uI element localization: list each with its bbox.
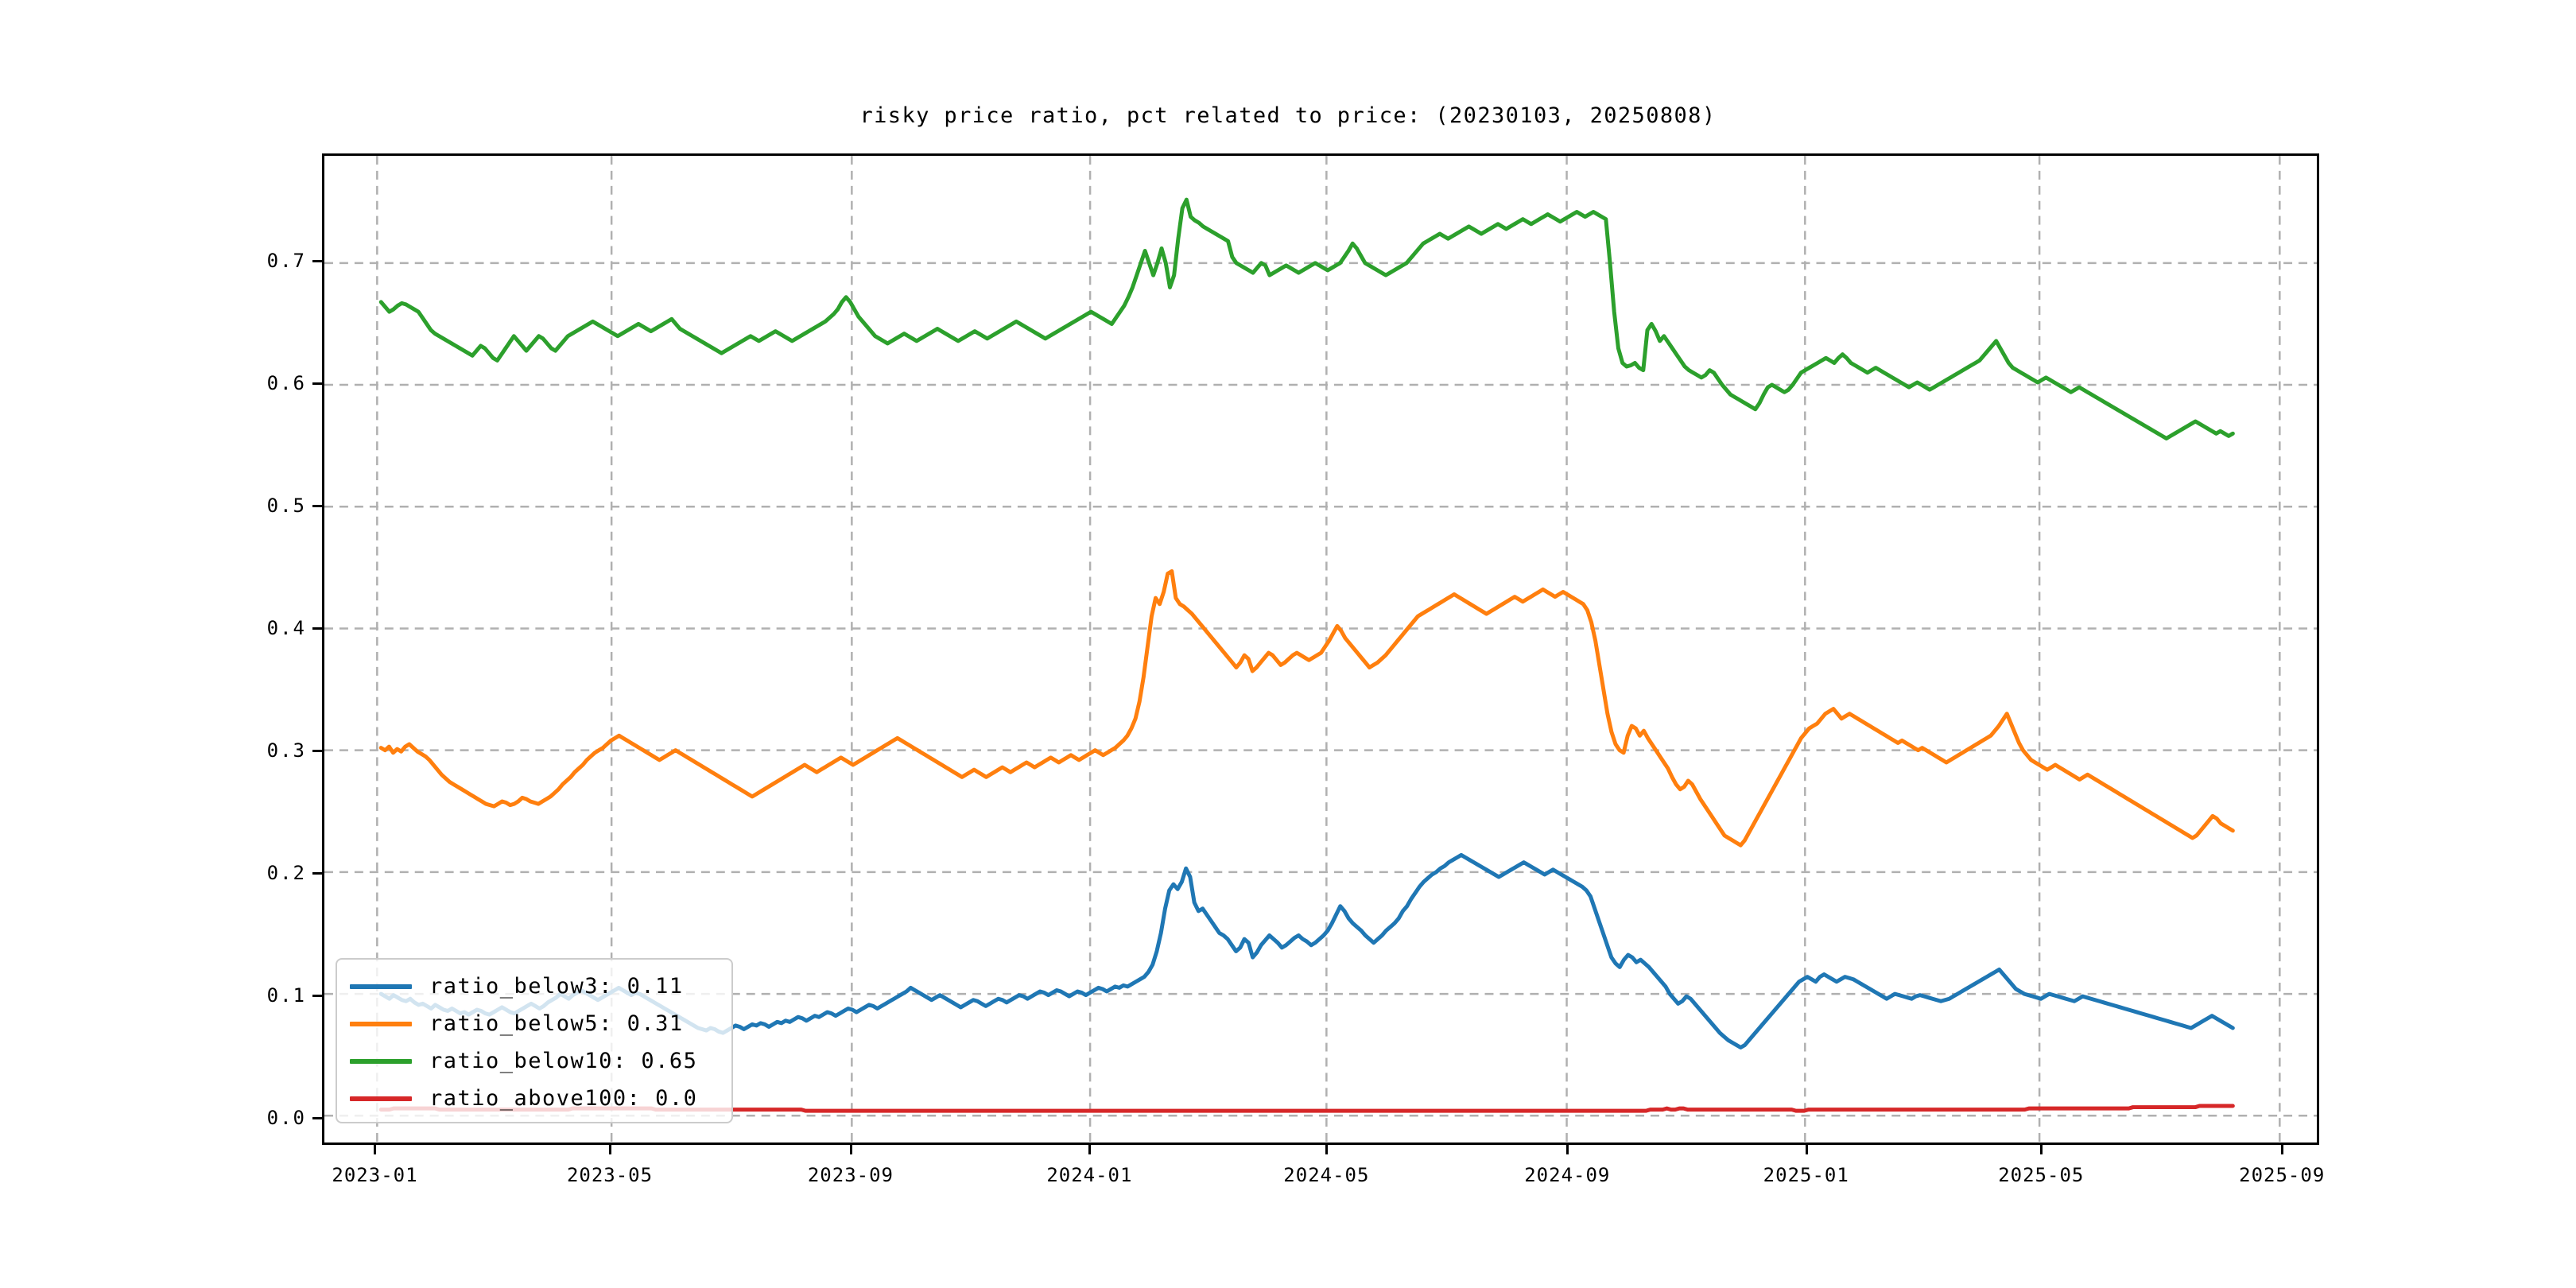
series-line-ratio_below5 <box>378 568 2235 848</box>
legend-swatch-ratio_above100 <box>350 1096 412 1101</box>
x-tick-mark <box>2040 1145 2043 1154</box>
x-tick-label: 2024-01 <box>1046 1164 1133 1186</box>
series-line-ratio_below10 <box>378 197 2235 440</box>
legend: ratio_below3: 0.11 ratio_below5: 0.31 rati… <box>336 958 733 1123</box>
y-tick-mark <box>312 1117 322 1120</box>
y-tick-mark <box>312 872 322 875</box>
x-tick-mark <box>609 1145 612 1154</box>
x-tick-mark <box>374 1145 377 1154</box>
y-tick-label: 0.5 <box>266 495 306 518</box>
y-tick-label: 0.7 <box>266 250 306 273</box>
legend-label-ratio_below3: ratio_below3: 0.11 <box>429 974 684 999</box>
y-tick-mark <box>312 995 322 998</box>
legend-swatch-ratio_below5 <box>350 1021 412 1026</box>
legend-swatch-ratio_below3 <box>350 983 412 989</box>
y-tick-mark <box>312 627 322 630</box>
x-tick-label: 2023-05 <box>566 1164 654 1186</box>
legend-label-ratio_below5: ratio_below5: 0.31 <box>429 1011 684 1036</box>
legend-label-ratio_below10: ratio_below10: 0.65 <box>429 1049 698 1073</box>
x-tick-label: 2025-05 <box>1998 1164 2085 1186</box>
x-tick-label: 2025-01 <box>1763 1164 1849 1186</box>
y-tick-mark <box>312 260 322 263</box>
legend-swatch-ratio_below10 <box>350 1058 412 1064</box>
legend-item-ratio_below10[interactable]: ratio_below10: 0.65 <box>337 1042 731 1080</box>
y-tick-label: 0.3 <box>266 739 306 762</box>
x-tick-label: 2024-09 <box>1524 1164 1611 1186</box>
x-tick-mark <box>1325 1145 1329 1154</box>
chart-title: risky price ratio, pct related to price:… <box>859 103 1717 128</box>
y-tick-label: 0.2 <box>266 862 306 885</box>
y-tick-label: 0.4 <box>266 617 306 640</box>
x-tick-mark <box>1805 1145 1808 1154</box>
legend-item-ratio_below5[interactable]: ratio_below5: 0.31 <box>337 1005 731 1042</box>
y-tick-mark <box>312 750 322 753</box>
x-tick-label: 2024-05 <box>1283 1164 1370 1186</box>
x-tick-label: 2023-09 <box>807 1164 894 1186</box>
y-tick-mark <box>312 382 322 386</box>
x-tick-mark <box>849 1145 852 1154</box>
legend-item-ratio_below3[interactable]: ratio_below3: 0.11 <box>337 968 731 1005</box>
x-tick-label: 2025-09 <box>2239 1164 2326 1186</box>
y-tick-label: 0.6 <box>266 372 306 395</box>
y-tick-label: 0.0 <box>266 1107 306 1130</box>
x-tick-mark <box>2281 1145 2284 1154</box>
x-tick-mark <box>1088 1145 1092 1154</box>
x-tick-label: 2023-01 <box>332 1164 418 1186</box>
legend-label-ratio_above100: ratio_above100: 0.0 <box>429 1086 698 1111</box>
y-tick-label: 0.1 <box>266 984 306 1007</box>
plot-area <box>322 153 2319 1145</box>
y-tick-mark <box>312 505 322 508</box>
legend-item-ratio_above100[interactable]: ratio_above100: 0.0 <box>337 1080 731 1117</box>
x-tick-mark <box>1566 1145 1569 1154</box>
